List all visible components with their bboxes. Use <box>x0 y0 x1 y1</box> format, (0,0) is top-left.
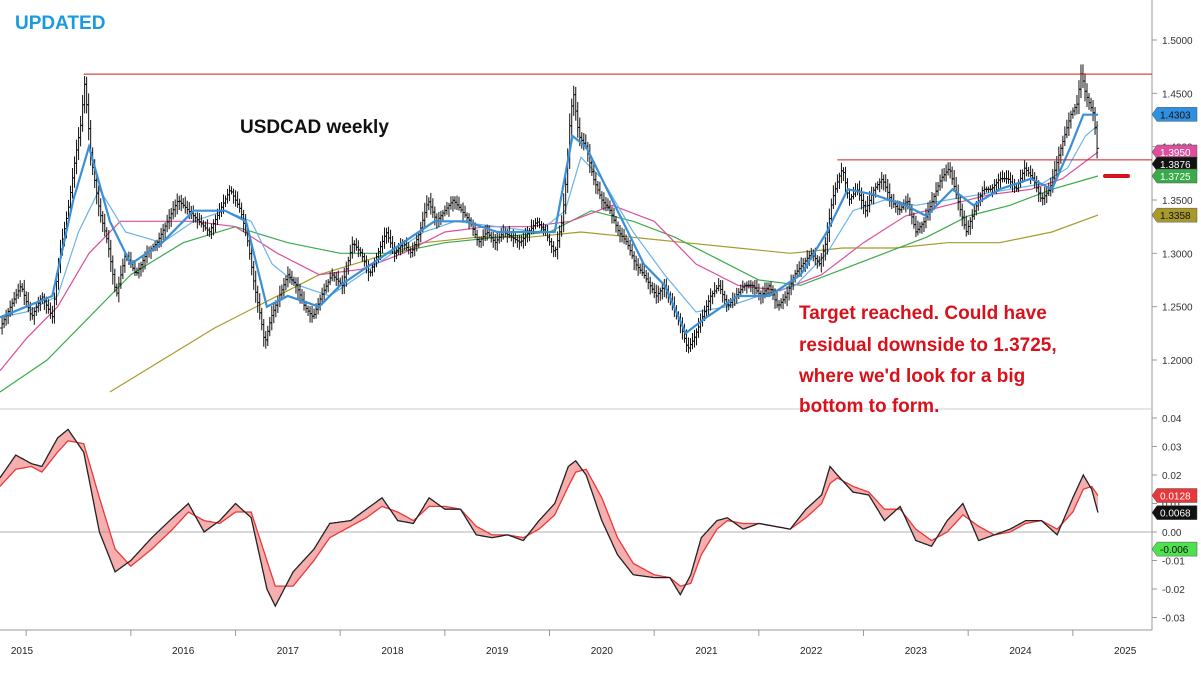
price-tick-label: 1.2000 <box>1162 356 1193 367</box>
chart-title: USDCAD weekly <box>240 117 389 138</box>
price-tick-label: 1.4500 <box>1162 89 1193 100</box>
oscillator-tick-label: 0.02 <box>1162 471 1182 482</box>
ema-fast-line <box>0 113 1098 336</box>
oscillator-tick-label: -0.03 <box>1162 614 1185 625</box>
oscillator-tick-label: 0.04 <box>1162 414 1182 425</box>
year-label: 2022 <box>800 646 823 657</box>
annotation-line: residual downside to 1.3725, <box>799 335 1057 356</box>
price-tick-label: 1.3500 <box>1162 196 1193 207</box>
oscillator-value-badge-shape <box>1151 541 1198 557</box>
annotation-line: bottom to form. <box>799 396 939 417</box>
ma-olive-line <box>109 214 1099 393</box>
price-value-badge-label: 1.4303 <box>1160 110 1191 121</box>
oscillator-value-badge-shape <box>1151 505 1198 520</box>
year-label: 2016 <box>172 646 195 657</box>
year-label: 2021 <box>695 646 718 657</box>
year-label: 2019 <box>486 646 509 657</box>
price-value-badge-label: 1.3725 <box>1160 172 1191 183</box>
oscillator-tick-label: 0.00 <box>1162 528 1182 539</box>
oscillator-value-badge: 0.0128 <box>1151 488 1198 503</box>
price-tick-label: 1.5000 <box>1162 36 1193 47</box>
oscillator-value-badge-label: 0.0068 <box>1160 509 1191 520</box>
oscillator-value-badge: -0.006 <box>1151 541 1198 557</box>
oscillator-value-badge-label: 0.0128 <box>1160 492 1191 503</box>
price-value-badge-shape <box>1151 107 1198 122</box>
year-label: 2023 <box>905 646 928 657</box>
price-tick-label: 1.2500 <box>1162 303 1193 314</box>
price-value-badge-shape <box>1151 168 1198 184</box>
oscillator-tick-label: 0.03 <box>1162 443 1182 454</box>
price-value-badge-label: 1.3358 <box>1160 211 1191 222</box>
oscillator-value-badge-shape <box>1151 488 1198 503</box>
price-panel <box>0 64 1100 393</box>
year-label: 2015 <box>11 646 34 657</box>
histogram-fill <box>0 429 1098 607</box>
price-tick-label: 1.3000 <box>1162 249 1193 260</box>
year-label: 2024 <box>1009 646 1032 657</box>
oscillator-tick-label: -0.02 <box>1162 585 1185 596</box>
year-label: 2018 <box>381 646 404 657</box>
annotation: Target reached. Could have residual down… <box>798 303 1057 417</box>
updated-label: UPDATED <box>15 13 105 34</box>
oscillator-value-badge: 0.0068 <box>1151 505 1198 520</box>
ma-green-line <box>0 175 1099 393</box>
price-value-badge-label: 1.3876 <box>1160 160 1191 171</box>
oscillator-tick-label: -0.01 <box>1162 557 1185 568</box>
annotation-line: where we'd look for a big <box>798 366 1025 387</box>
year-label: 2017 <box>277 646 300 657</box>
oscillator-tick-label: 0.01 <box>1162 500 1182 511</box>
year-label: 2025 <box>1114 646 1137 657</box>
oscillator-value-badge-label: -0.006 <box>1160 545 1189 556</box>
oscillator-panel <box>0 428 1152 608</box>
year-label: 2020 <box>591 646 614 657</box>
price-value-badge: 1.3358 <box>1151 207 1198 223</box>
price-value-badge: 1.4303 <box>1151 107 1198 122</box>
signal-line <box>0 440 1099 587</box>
price-value-badge: 1.3725 <box>1151 168 1198 184</box>
annotation-line: Target reached. Could have <box>799 303 1047 324</box>
price-value-badge-shape <box>1151 207 1198 223</box>
price-value-badge-label: 1.3950 <box>1160 148 1191 159</box>
axes: 1.50001.45001.40001.35001.30001.25001.20… <box>0 0 1198 657</box>
macd-line <box>0 428 1099 608</box>
